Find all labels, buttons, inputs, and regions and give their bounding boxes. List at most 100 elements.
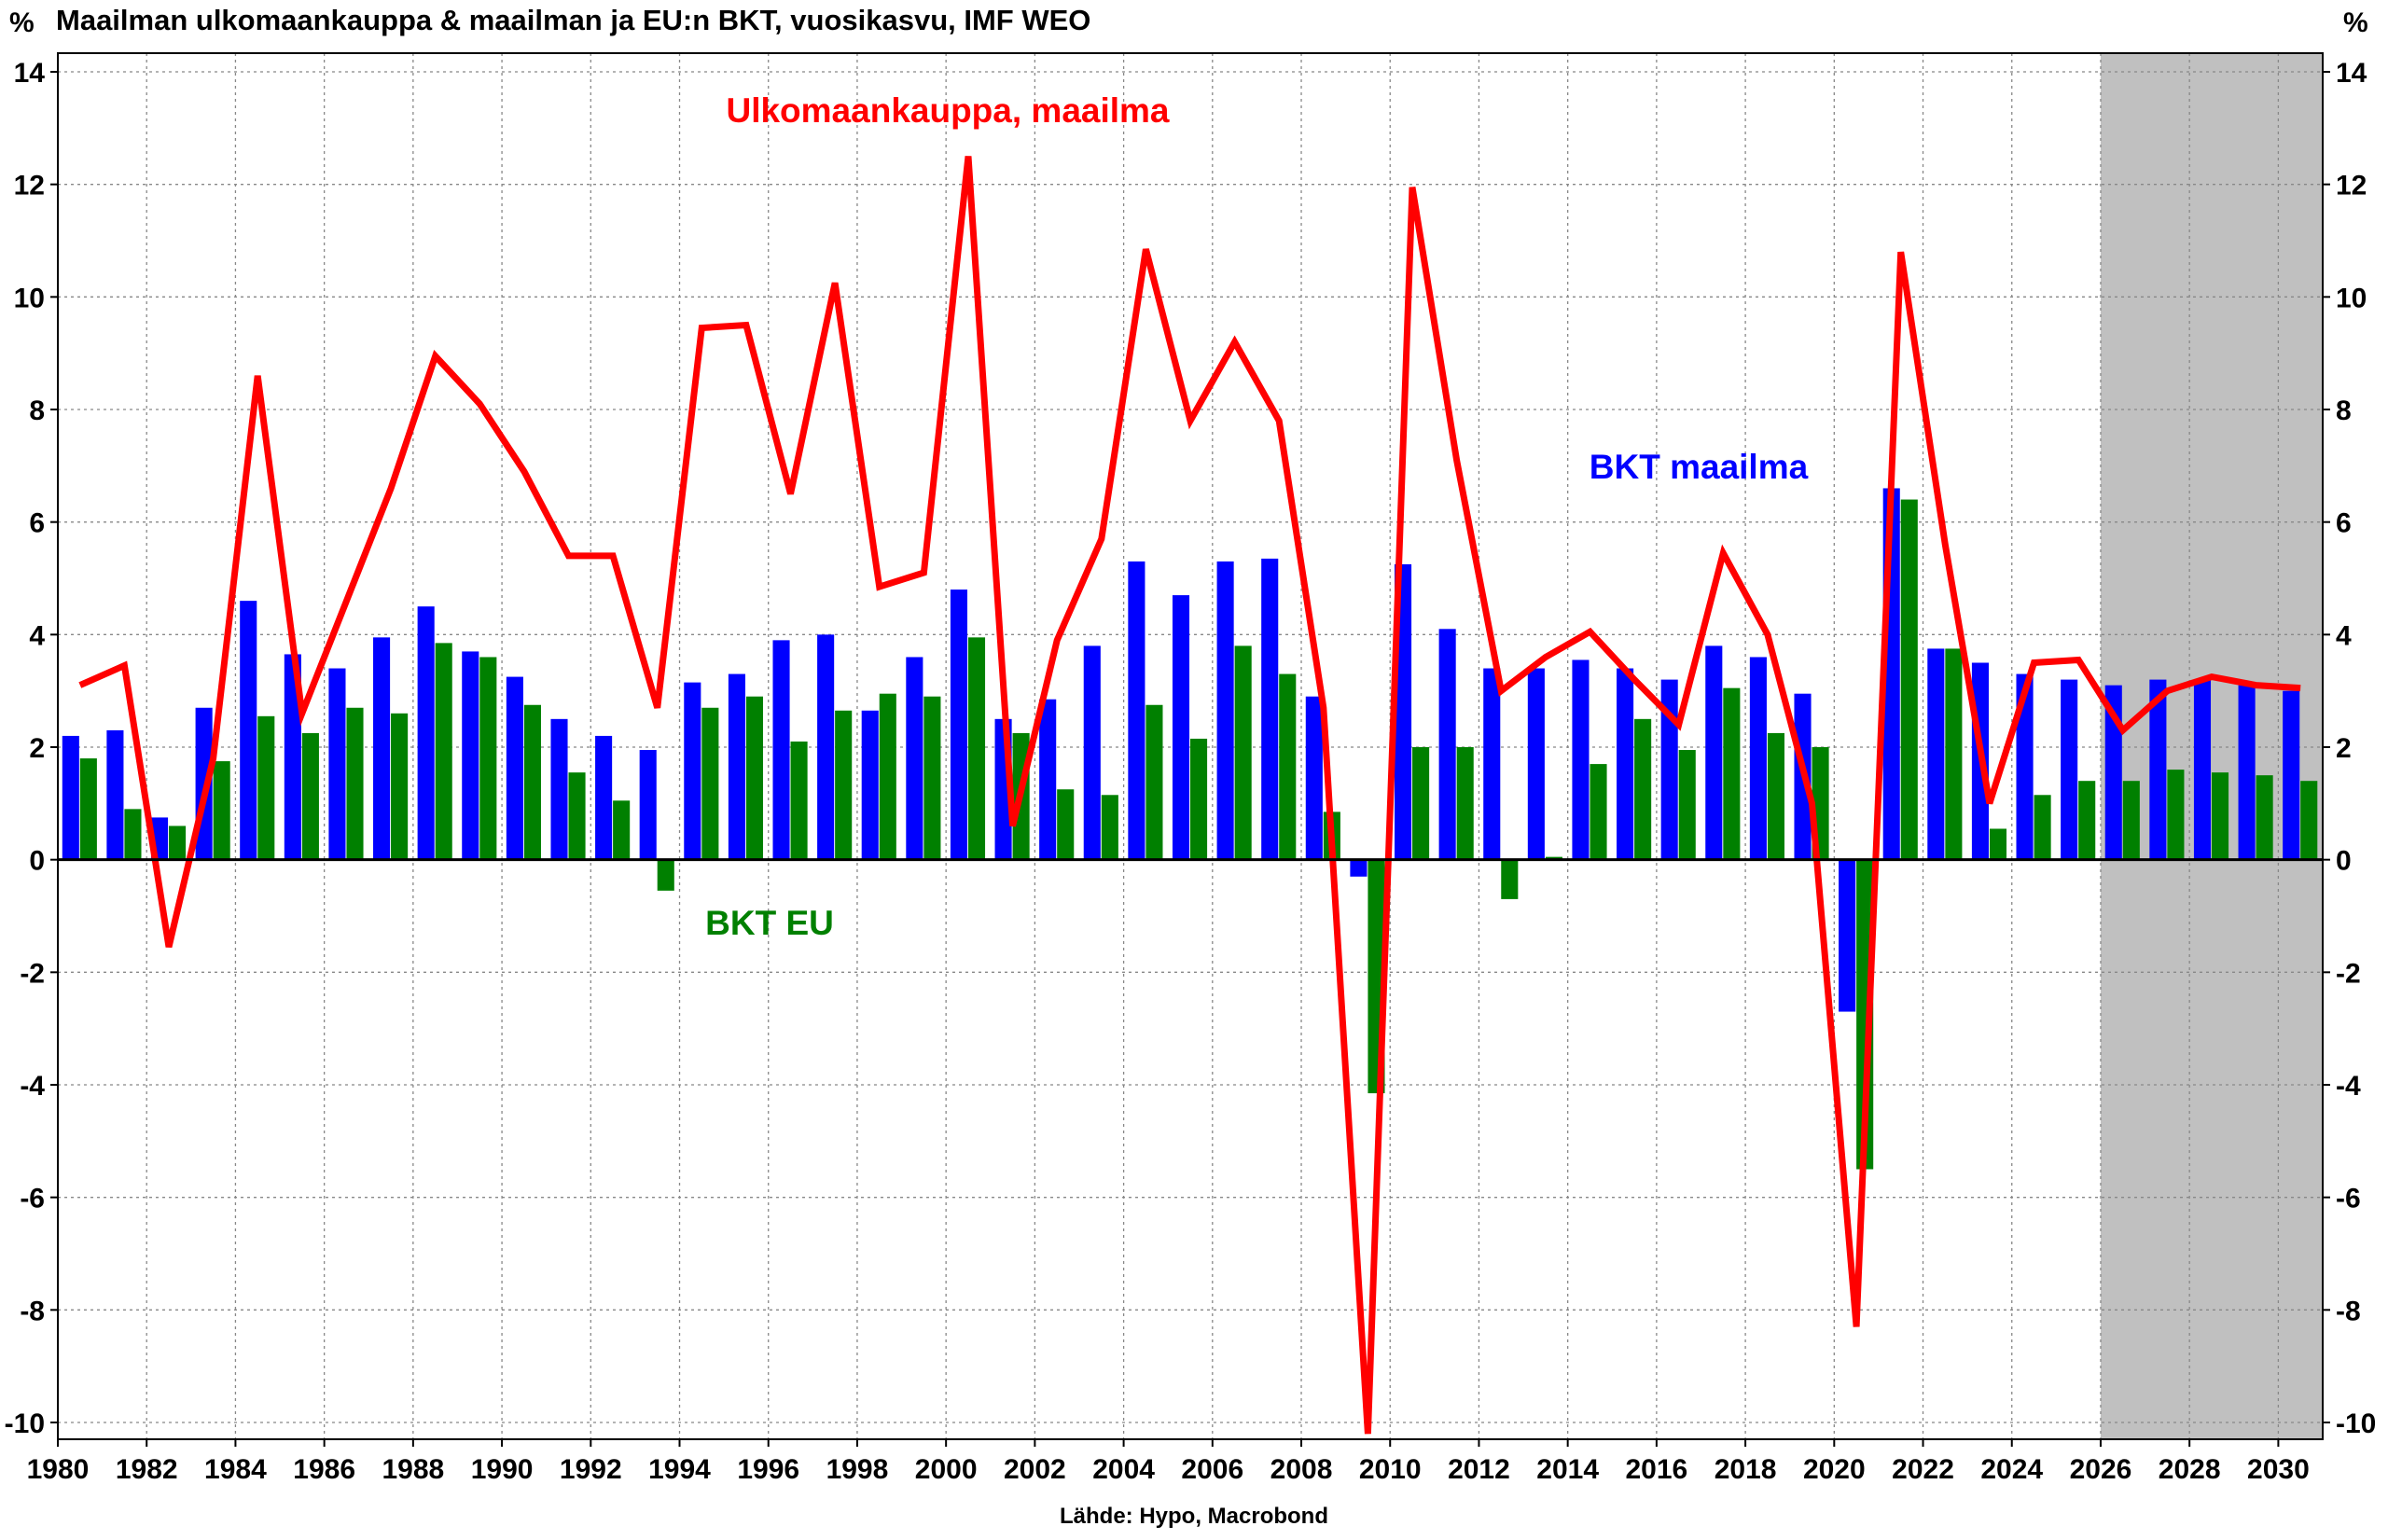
bar-gdp-world [1617,669,1633,860]
y-tick-label-right: -6 [2336,1184,2361,1214]
bar-gdp-world [507,677,523,860]
bar-gdp-eu [2034,795,2051,859]
x-tick-label: 2004 [1092,1454,1155,1485]
x-tick-label: 2028 [2159,1454,2221,1485]
bar-gdp-eu [80,758,97,860]
bar-gdp-eu [257,716,274,860]
y-tick-label-right: 8 [2336,395,2352,426]
bar-gdp-world [1306,697,1323,860]
bar-gdp-eu [1634,719,1651,860]
bar-gdp-eu [880,694,896,860]
bar-gdp-eu [436,643,452,859]
x-tick-label: 1996 [737,1454,799,1485]
y-tick-label-right: 0 [2336,846,2352,877]
bar-gdp-eu [1412,747,1429,860]
y-tick-label-right: -10 [2336,1408,2376,1439]
bar-gdp-eu [1102,795,1118,859]
bar-gdp-world [772,640,789,859]
x-tick-label: 2006 [1181,1454,1243,1485]
bar-gdp-world [1572,659,1589,859]
bar-gdp-eu [2300,781,2317,859]
bar-gdp-eu [2256,775,2273,860]
bar-gdp-eu [746,697,763,860]
x-tick-label: 2008 [1270,1454,1333,1485]
bar-gdp-world [1217,562,1234,860]
bar-gdp-world [684,683,701,860]
y-tick-label-left: -8 [20,1296,45,1326]
bar-gdp-world [906,657,923,859]
bar-gdp-world [106,730,123,860]
bar-gdp-world [1128,562,1145,860]
x-tick-label: 1994 [648,1454,711,1485]
bar-gdp-world [62,736,79,860]
bar-gdp-world [1528,669,1545,860]
bar-gdp-eu [658,860,674,891]
bar-gdp-eu [1945,648,1962,859]
bar-gdp-world [951,590,967,860]
bar-gdp-world [595,736,612,860]
x-tick-label: 2030 [2247,1454,2310,1485]
y-tick-label-left: 6 [29,508,45,539]
bar-gdp-eu [1057,789,1074,859]
x-tick-label: 2014 [1536,1454,1599,1485]
bar-gdp-world [1173,595,1189,860]
bar-gdp-eu [1768,733,1784,860]
bar-gdp-world [550,719,567,860]
bar-gdp-eu [1501,860,1518,899]
bar-gdp-world [1439,629,1456,859]
x-tick-label: 1986 [293,1454,355,1485]
x-tick-label: 1980 [27,1454,90,1485]
bar-gdp-eu [968,637,985,859]
y-tick-label-left: -4 [20,1071,45,1102]
bar-gdp-world [240,601,257,860]
bar-gdp-eu [391,714,408,860]
bar-gdp-world [817,634,834,859]
bar-gdp-eu [2078,781,2095,859]
source-note: Lähde: Hypo, Macrobond [1060,1504,1328,1529]
bar-gdp-eu [791,742,808,860]
bar-gdp-eu [169,825,186,859]
bar-gdp-eu [1190,739,1207,860]
x-tick-label: 2000 [915,1454,978,1485]
bar-gdp-eu [835,711,852,860]
label-trade: Ulkomaankauppa, maailma [726,91,1169,130]
y-tick-label-left: 2 [29,733,45,764]
label-gdp-eu: BKT EU [705,904,834,942]
bar-gdp-world [2061,680,2077,860]
bar-gdp-world [2239,686,2256,860]
x-tick-label: 2010 [1359,1454,1422,1485]
y-tick-label-right: 14 [2336,58,2367,89]
y-tick-label-left: -2 [20,958,45,989]
bar-gdp-world [1261,559,1278,860]
bar-gdp-eu [2123,781,2140,859]
x-tick-label: 2026 [2070,1454,2132,1485]
y-tick-label-right: -2 [2336,958,2361,989]
bar-gdp-eu [1235,645,1252,859]
y-tick-label-right: 4 [2336,620,2352,651]
y-tick-label-right: -4 [2336,1071,2361,1102]
y-tick-label-left: 12 [14,171,45,201]
y-tick-label-right: -8 [2336,1296,2361,1326]
bar-gdp-world [1039,700,1056,860]
y-unit-right: % [2343,7,2368,38]
y-tick-label-right: 10 [2336,283,2367,313]
x-tick-label: 1992 [560,1454,622,1485]
bar-gdp-eu [1679,750,1696,860]
bar-gdp-eu [302,733,319,860]
x-tick-label: 2022 [1892,1454,1954,1485]
bar-gdp-eu [214,761,230,860]
y-tick-label-right: 6 [2336,508,2352,539]
bar-gdp-world [862,711,879,860]
bar-gdp-world [462,651,479,859]
bar-gdp-world [2283,691,2299,860]
x-tick-label: 1990 [471,1454,534,1485]
bar-gdp-world [328,669,345,860]
bar-gdp-eu [124,809,141,859]
x-tick-label: 1988 [382,1454,444,1485]
y-tick-label-left: -10 [5,1408,45,1439]
y-tick-label-left: 4 [29,620,45,651]
bar-gdp-eu [1590,764,1606,860]
bar-gdp-eu [1990,828,2006,859]
y-unit-left: % [9,7,35,38]
